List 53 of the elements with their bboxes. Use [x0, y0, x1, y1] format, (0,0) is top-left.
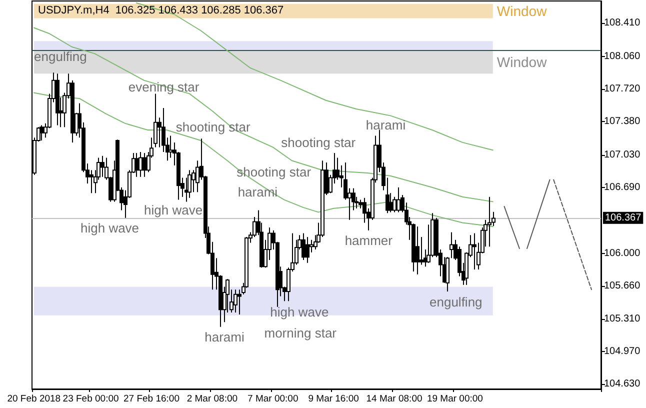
- candlestick: [306, 236, 310, 264]
- candlestick: [302, 232, 306, 260]
- y-tick-label: 104.630: [604, 378, 641, 390]
- y-tick-label: 108.060: [604, 50, 641, 62]
- annotation: evening star: [128, 80, 200, 94]
- candlestick: [472, 232, 476, 270]
- y-tick-label: 107.720: [604, 83, 641, 94]
- x-tick-label: 9 Mar 16:00: [308, 394, 359, 404]
- band-label: Window: [496, 3, 548, 20]
- candlestick: [134, 152, 138, 178]
- y-tick-label: 104.970: [604, 346, 641, 358]
- candlestick: [100, 155, 104, 178]
- annotation: high wave: [144, 202, 203, 218]
- candlestick: [90, 170, 94, 194]
- annotation: shooting star: [281, 135, 356, 150]
- band-label: Window: [496, 54, 548, 70]
- x-tick-label: 27 Feb 16:00: [123, 394, 180, 404]
- chart-title: USDJPY.m,H4 106.325 106.433 106.285 106.367: [38, 4, 284, 16]
- y-tick-label: 105.660: [604, 280, 641, 292]
- x-tick-label: 23 Feb 00:00: [62, 394, 119, 404]
- y-tick-label: 105.310: [604, 314, 641, 325]
- annotation: high wave: [270, 304, 329, 320]
- candlestick: [416, 226, 420, 275]
- candlestick: [392, 196, 396, 213]
- line-series: [33, 27, 494, 202]
- annotation: engulfing: [430, 294, 482, 310]
- annotation: morning star: [264, 326, 338, 340]
- y-tick-label: 108.410: [604, 17, 641, 28]
- annotation: hammer: [344, 232, 394, 248]
- ref-line-label: 106.367: [605, 212, 642, 224]
- x-tick-label: 20 Feb 2018: [7, 394, 61, 404]
- candlestick: [396, 186, 400, 213]
- y-tick-label: 106.000: [604, 248, 641, 259]
- annotation: harami: [204, 329, 244, 344]
- x-tick-label: 2 Mar 08:00: [186, 394, 238, 404]
- y-tick-label: 106.690: [604, 182, 641, 193]
- candlestick: [420, 236, 424, 266]
- candlestick: [40, 124, 44, 142]
- annotation: engulfing: [34, 49, 87, 64]
- candlestick: [234, 289, 238, 314]
- x-tick-label: 14 Mar 08:00: [366, 394, 422, 404]
- x-tick-label: 7 Mar 00:00: [248, 394, 298, 404]
- annotation: high wave: [80, 220, 140, 236]
- y-tick-label: 107.030: [604, 149, 641, 160]
- candlestick: [138, 151, 142, 178]
- candlestick: [188, 170, 192, 198]
- y-tick-label: 107.380: [604, 116, 641, 127]
- x-tick-label: 19 Mar 00:00: [426, 394, 483, 404]
- candlestick: [168, 135, 172, 158]
- candlestick: [142, 152, 146, 178]
- candlestick: [488, 196, 492, 248]
- annotation: harami: [366, 118, 406, 132]
- candlestick: [388, 192, 392, 213]
